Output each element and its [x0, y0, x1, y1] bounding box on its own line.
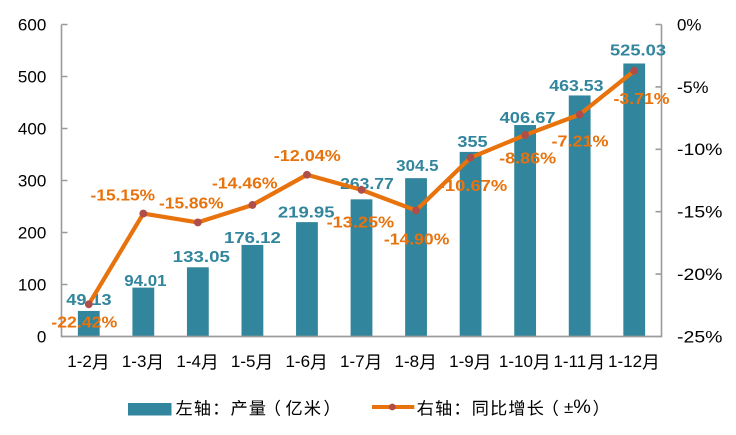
svg-text:1-11: 1-11 — [553, 352, 586, 371]
svg-text:-22.42%: -22.42% — [51, 315, 117, 332]
svg-text:-10.67%: -10.67% — [439, 178, 508, 195]
svg-text:-7.21%: -7.21% — [552, 133, 609, 150]
svg-text:1-7: 1-7 — [340, 352, 365, 371]
svg-text:-20%: -20% — [677, 265, 723, 284]
svg-text:300: 300 — [18, 171, 46, 190]
svg-text:94.01: 94.01 — [124, 273, 166, 290]
svg-text:-13.25%: -13.25% — [327, 214, 395, 231]
svg-text:-15.15%: -15.15% — [91, 188, 156, 205]
svg-text:1-5: 1-5 — [231, 352, 256, 371]
svg-text:-25%: -25% — [677, 327, 723, 346]
svg-text:400: 400 — [18, 119, 46, 138]
svg-text:-12.04%: -12.04% — [274, 148, 341, 165]
svg-text:-5%: -5% — [677, 78, 709, 97]
svg-text:1-12: 1-12 — [608, 352, 642, 371]
svg-text:%: % — [573, 396, 591, 418]
svg-text:525.03: 525.03 — [610, 43, 666, 60]
svg-text:463.53: 463.53 — [549, 78, 603, 95]
svg-text:1-9: 1-9 — [449, 352, 474, 371]
svg-text:1-2: 1-2 — [67, 352, 92, 371]
svg-text:304.5: 304.5 — [396, 158, 438, 175]
svg-text:-15.86%: -15.86% — [159, 196, 224, 213]
svg-text:176.12: 176.12 — [224, 230, 281, 247]
svg-text:1-10: 1-10 — [499, 352, 533, 371]
svg-text:0: 0 — [37, 327, 46, 346]
svg-text:-14.46%: -14.46% — [212, 176, 278, 193]
svg-text:1-6: 1-6 — [285, 352, 310, 371]
svg-text:406.67: 406.67 — [500, 110, 556, 127]
svg-text:-10%: -10% — [677, 140, 723, 159]
svg-text:-14.90%: -14.90% — [384, 231, 450, 248]
svg-text:133.05: 133.05 — [173, 249, 230, 266]
svg-text:500: 500 — [18, 67, 46, 86]
svg-text:1-4: 1-4 — [176, 352, 201, 371]
svg-text:-15%: -15% — [677, 203, 723, 222]
svg-text:219.95: 219.95 — [278, 205, 335, 222]
svg-text:100: 100 — [18, 275, 46, 294]
svg-text:1-8: 1-8 — [395, 352, 420, 371]
svg-text:0%: 0% — [677, 15, 702, 34]
svg-text:1-3: 1-3 — [122, 352, 147, 371]
svg-text:±: ± — [564, 398, 573, 417]
svg-text:355: 355 — [457, 134, 487, 151]
svg-text:-3.71%: -3.71% — [614, 91, 670, 108]
svg-text:600: 600 — [18, 15, 46, 34]
svg-text:200: 200 — [18, 223, 46, 242]
svg-text:-8.86%: -8.86% — [499, 151, 556, 168]
